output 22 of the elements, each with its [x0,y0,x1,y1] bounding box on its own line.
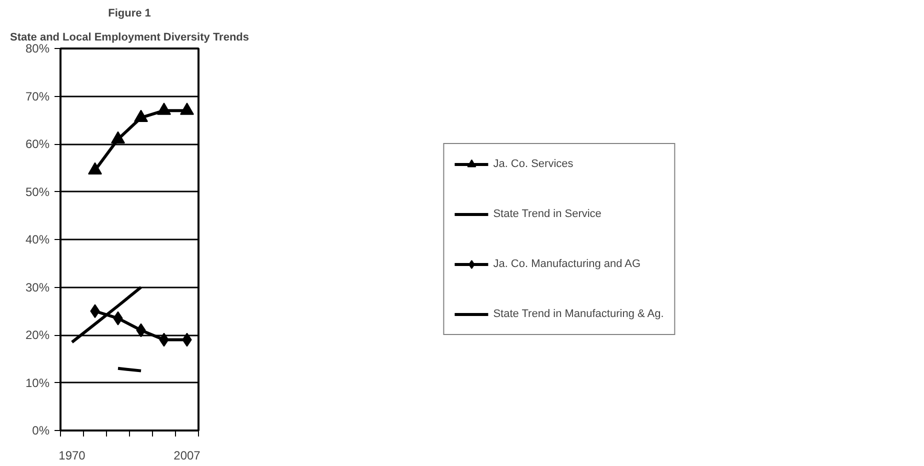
point [111,131,125,144]
x-tick-label: 1970 [58,448,86,462]
point [88,162,102,175]
point [180,102,194,115]
y-tick-label: 50% [25,184,50,199]
y-tick-label: 40% [25,232,50,246]
y-tick-label: 0% [32,424,50,438]
y-tick-label: 10% [25,376,50,390]
y-tick-label: 70% [25,89,50,104]
legend-label: State Trend in Manufacturing & Ag. [493,308,664,320]
chart-subtitle: State and Local Employment Diversity Trends [10,32,250,44]
legend-label: Ja. Co. Manufacturing and AG [493,258,641,270]
y-tick-label: 20% [25,328,50,342]
y-tick-label: 30% [25,280,50,294]
chart-title: Figure 1 [108,8,151,20]
x-tick-label: 2007 [174,448,201,462]
y-tick-label: 80% [25,42,50,56]
legend-label: Ja. Co. Services [493,158,574,170]
legend-label: State Trend in Service [493,208,602,220]
point [157,102,171,115]
point [134,110,148,122]
y-tick-label: 60% [25,137,50,151]
